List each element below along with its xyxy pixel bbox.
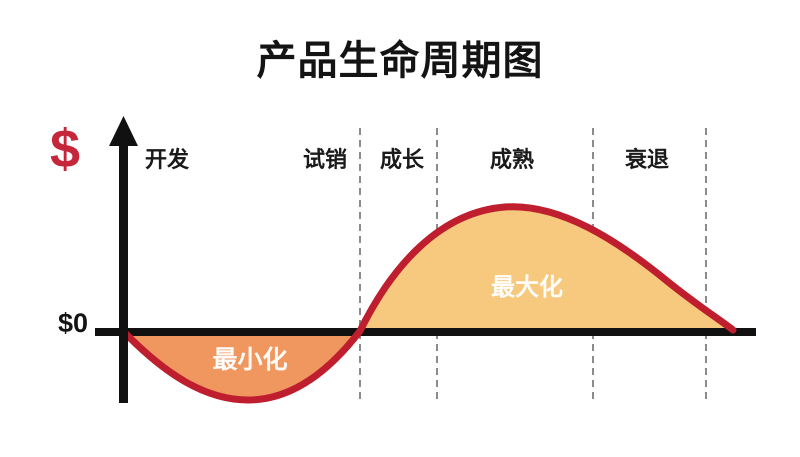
arrow-up-icon [109, 116, 138, 146]
currency-symbol-label: $ [50, 119, 81, 179]
minimize-annotation: 最小化 [212, 346, 288, 374]
maximize-annotation: 最大化 [491, 274, 563, 301]
positive-area [360, 206, 733, 331]
zero-baseline-label: $0 [57, 308, 88, 338]
phase-label-decline: 衰退 [624, 147, 670, 172]
phase-label-growth: 成长 [379, 147, 425, 172]
phase-label-development: 开发 [144, 147, 190, 172]
lifecycle-curve [120, 203, 737, 404]
chart-title: 产品生命周期图 [256, 39, 544, 83]
phase-label-trial: 试销 [302, 147, 348, 172]
phase-label-maturity: 成熟 [489, 147, 535, 172]
